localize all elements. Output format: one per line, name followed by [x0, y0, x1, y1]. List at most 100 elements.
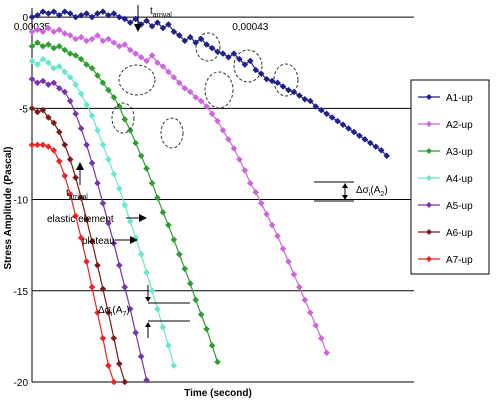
- series-A1-up: [28, 8, 391, 160]
- data-point: [159, 24, 167, 32]
- data-point: [45, 143, 52, 151]
- data-point: [115, 185, 123, 192]
- data-point: [290, 271, 298, 278]
- data-point: [28, 75, 36, 83]
- data-point: [143, 17, 150, 25]
- t-arrival-top-arrowhead: [134, 24, 142, 32]
- data-point: [83, 37, 90, 45]
- data-point: [45, 81, 52, 88]
- data-point: [66, 97, 74, 105]
- data-point: [121, 201, 129, 209]
- data-point: [208, 110, 216, 118]
- data-point: [175, 250, 183, 258]
- data-point: [126, 126, 134, 134]
- t-arrival-left-label: tarrival: [66, 188, 88, 201]
- data-point: [312, 322, 320, 329]
- data-point: [143, 376, 150, 384]
- data-point: [94, 32, 101, 39]
- data-point: [88, 64, 96, 72]
- data-point: [241, 167, 249, 174]
- data-point: [306, 309, 314, 317]
- legend-item: A2-up: [418, 120, 473, 131]
- data-point: [170, 28, 178, 36]
- data-point: [55, 84, 63, 92]
- data-point: [66, 10, 74, 17]
- data-point: [339, 121, 347, 129]
- data-point: [94, 72, 101, 79]
- data-point: [263, 210, 271, 218]
- legend-label: A7-up: [446, 255, 473, 266]
- data-point: [383, 152, 391, 160]
- data-point: [61, 88, 69, 96]
- data-point: [77, 125, 85, 132]
- data-point: [61, 172, 69, 180]
- data-point: [356, 132, 363, 140]
- data-point: [39, 106, 47, 114]
- data-point: [143, 269, 150, 276]
- data-point: [301, 296, 309, 304]
- data-point: [175, 32, 183, 39]
- series-A4-up: [28, 55, 178, 369]
- data-point: [66, 73, 74, 81]
- data-point: [83, 216, 90, 223]
- data-point: [72, 174, 80, 182]
- x-axis-title: Time (second): [184, 388, 252, 399]
- legend-item: A5-up: [418, 201, 473, 212]
- data-point: [77, 11, 85, 19]
- data-point: [126, 305, 134, 313]
- series-A2-up: [28, 24, 331, 357]
- y-tick-label: -20: [14, 378, 29, 389]
- data-point: [83, 258, 90, 265]
- data-point: [45, 41, 52, 48]
- data-point: [328, 114, 336, 121]
- legend-marker: [426, 175, 432, 181]
- data-point: [50, 146, 58, 154]
- legend-box: [410, 79, 490, 275]
- data-point: [225, 136, 232, 143]
- data-point: [99, 285, 107, 293]
- data-point: [72, 52, 80, 59]
- data-point: [105, 219, 112, 227]
- data-point: [72, 35, 80, 43]
- data-point: [105, 11, 112, 19]
- data-point: [296, 283, 303, 291]
- data-point: [105, 362, 112, 369]
- data-point: [45, 114, 52, 121]
- data-point: [115, 360, 123, 368]
- data-point: [186, 88, 194, 96]
- data-point: [88, 283, 96, 291]
- data-point: [137, 250, 145, 258]
- data-point: [334, 117, 341, 125]
- data-point: [66, 32, 74, 39]
- data-point: [165, 221, 172, 229]
- legend-label: A4-up: [446, 174, 473, 185]
- data-point: [50, 8, 58, 16]
- legend-marker: [426, 121, 432, 127]
- data-point: [105, 156, 112, 163]
- legend: A1-up A2-up A3-up A4-up A5-up A6-up A7-up: [410, 79, 490, 275]
- data-point: [148, 52, 156, 59]
- data-point: [154, 194, 161, 202]
- legend-label: A6-up: [446, 228, 473, 239]
- data-point: [66, 156, 74, 163]
- data-point: [110, 39, 118, 47]
- data-point: [148, 287, 156, 295]
- data-point: [50, 79, 58, 87]
- data-point: [143, 57, 150, 65]
- data-point: [208, 44, 216, 52]
- data-point: [61, 141, 69, 149]
- data-point: [252, 66, 260, 74]
- data-point: [28, 104, 36, 112]
- data-point: [165, 68, 172, 76]
- legend-marker: [426, 94, 432, 100]
- delta-a7-label: Δσi(A7): [98, 305, 130, 318]
- data-point: [132, 50, 140, 57]
- data-point: [66, 50, 74, 57]
- delta-a2-label: Δσi(A2): [356, 185, 388, 198]
- data-point: [257, 199, 265, 207]
- data-point: [361, 136, 369, 143]
- y-tick-label: -10: [14, 196, 29, 207]
- data-point: [83, 141, 90, 149]
